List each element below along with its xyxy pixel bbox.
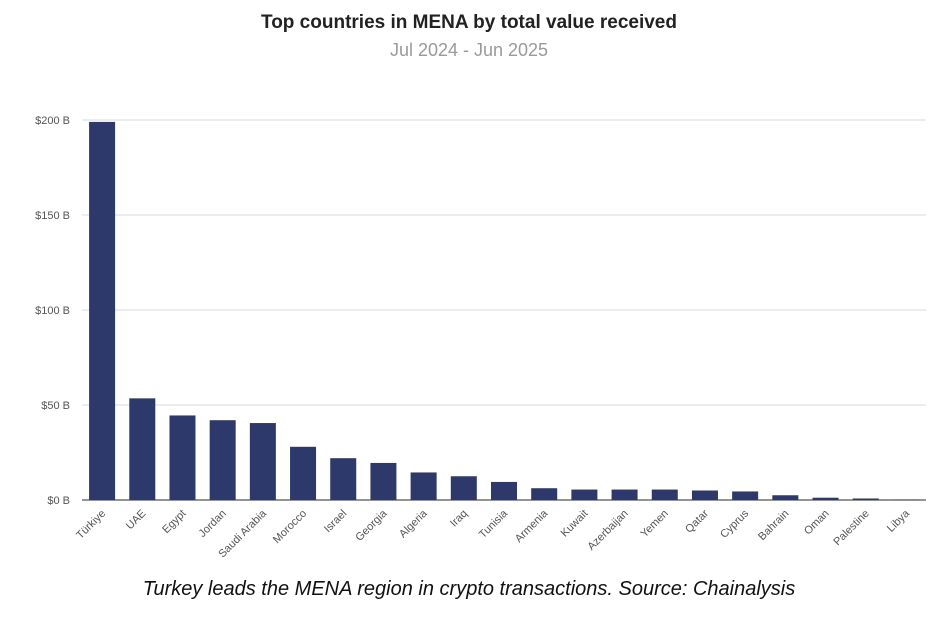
bar-t-rkiye [89, 121, 116, 501]
x-tick-label: Algeria [397, 507, 430, 540]
x-tick-label: Qatar [683, 507, 711, 535]
bar-iraq [450, 476, 477, 500]
x-tick-label: Türkiye [74, 508, 108, 542]
x-tick-label: Israel [322, 508, 350, 536]
bar-jordan [209, 420, 236, 500]
bar-cyprus [732, 491, 759, 500]
y-axis-ticks: $0 B $50 B $100 B $150 B $200 B [35, 115, 70, 507]
bar-bahrain [772, 495, 799, 500]
figure-caption: Turkey leads the MENA region in crypto t… [142, 578, 796, 600]
y-tick-label: $100 B [35, 305, 70, 317]
bar-azerbaijan [611, 489, 638, 500]
x-tick-label: Tunisia [477, 507, 511, 541]
bar-chart: $0 B $50 B $100 B $150 B $200 B Türkiye UAE Eg… [35, 115, 926, 560]
bar-kuwait [571, 489, 598, 500]
bar-palestine [852, 498, 879, 500]
x-tick-label: UAE [124, 508, 148, 532]
bar-yemen [651, 489, 678, 500]
bar-tunisia [491, 481, 517, 500]
x-tick-label: Armenia [513, 507, 551, 545]
x-tick-label: Morocco [271, 508, 309, 546]
bar-armenia [531, 488, 558, 500]
chart-subtitle: Jul 2024 - Jun 2025 [389, 40, 549, 60]
bar-uae [129, 398, 156, 500]
bar-georgia [370, 462, 397, 500]
x-tick-label: Iraq [448, 508, 470, 530]
x-tick-label: Yemen [638, 508, 670, 540]
x-tick-label: Egypt [160, 508, 188, 536]
y-tick-label: $200 B [35, 115, 70, 127]
bar-morocco [290, 446, 317, 500]
x-tick-label: Bahrain [756, 508, 791, 543]
bar-qatar [691, 490, 718, 500]
gridlines [82, 119, 926, 501]
y-tick-label: $50 B [41, 400, 70, 412]
x-tick-label: Kuwait [559, 508, 591, 540]
x-tick-label: Libya [885, 507, 913, 535]
x-tick-label: Palestine [831, 508, 871, 548]
bar-oman [812, 497, 839, 500]
bar-israel [330, 458, 357, 500]
x-tick-label: Jordan [197, 508, 229, 540]
x-tick-label: Georgia [353, 507, 390, 544]
y-tick-label: $150 B [35, 210, 70, 222]
y-tick-label: $0 B [47, 495, 70, 507]
bars [89, 121, 919, 501]
x-tick-label: Oman [802, 508, 832, 538]
x-tick-label: Cyprus [718, 507, 751, 540]
bar-saudi-arabia [249, 423, 276, 500]
chart-title: Top countries in MENA by total value rec… [261, 12, 677, 33]
x-tick-label: Azerbaijan [585, 508, 630, 553]
bar-algeria [410, 472, 437, 500]
bar-egypt [169, 415, 196, 500]
